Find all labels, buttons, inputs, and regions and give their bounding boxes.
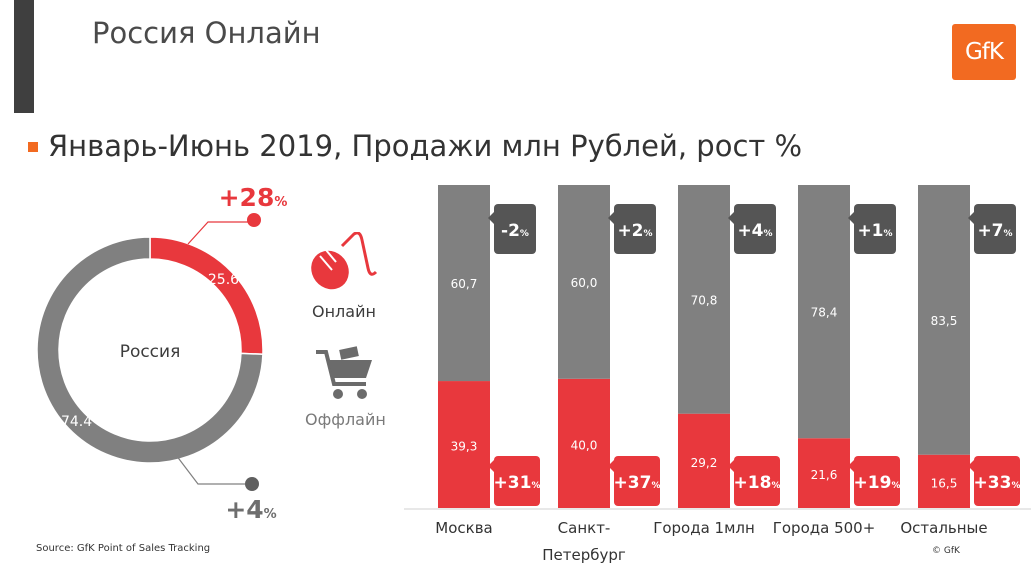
- bar-online-label-2: 29,2: [691, 456, 718, 470]
- offline-growth-2: +4%: [737, 221, 772, 241]
- legend-offline-label: Оффлайн: [305, 410, 386, 429]
- offline-growth-pointer-3: [848, 212, 854, 224]
- bar-online-4: [918, 454, 970, 508]
- source-note: Source: GfK Point of Sales Tracking: [36, 543, 211, 554]
- offline-growth-box-3: [854, 204, 896, 254]
- gfk-logo: GfK: [952, 24, 1016, 80]
- online-growth-label: +28%: [219, 183, 288, 212]
- page-title: Россия Онлайн: [92, 16, 321, 50]
- category-label-1-1: Петербург: [542, 546, 626, 564]
- bar-offline-label-4: 83,5: [931, 314, 958, 328]
- bar-offline-0: [438, 185, 490, 382]
- offline-growth-label: +4%: [225, 495, 276, 524]
- bar-online-label-1: 40,0: [571, 438, 598, 452]
- donut-slice-online: [149, 236, 264, 356]
- bar-online-3: [798, 438, 850, 508]
- category-label-4: Остальные: [900, 519, 987, 537]
- online-growth-box-0: [494, 456, 540, 506]
- offline-growth-0: -2%: [501, 221, 529, 241]
- offline-growth-box-4: [974, 204, 1016, 254]
- online-growth-box-4: [974, 456, 1020, 506]
- bar-offline-2: [678, 185, 730, 414]
- offline-callout-line: [175, 454, 245, 485]
- offline-growth-pointer-2: [728, 212, 734, 224]
- bar-online-label-4: 16,5: [931, 476, 958, 490]
- shopping-cart-icon: [316, 346, 372, 399]
- bar-online-label-3: 21,6: [811, 468, 838, 482]
- donut-center-label: Россия: [120, 342, 181, 362]
- donut-label-offline: 74.4: [61, 414, 92, 430]
- bullet-marker: [28, 142, 38, 152]
- bar-offline-1: [558, 185, 610, 379]
- online-growth-1: +37%: [614, 473, 661, 493]
- offline-growth-pointer-0: [488, 212, 494, 224]
- offline-growth-box-0: [494, 204, 536, 254]
- category-label-2: Города 1млн: [653, 519, 755, 537]
- offline-callout-dot: [245, 477, 259, 491]
- online-callout-line: [187, 221, 254, 245]
- online-growth-3: +19%: [854, 473, 901, 493]
- online-growth-4: +33%: [974, 473, 1021, 493]
- legend-online-label: Онлайн: [312, 302, 376, 321]
- offline-growth-pointer-4: [968, 212, 974, 224]
- offline-growth-pointer-1: [608, 212, 614, 224]
- online-growth-box-1: [614, 456, 660, 506]
- donut-label-online: 25.6: [208, 272, 239, 288]
- offline-growth-4: +7%: [977, 221, 1012, 241]
- donut-slice-offline: [36, 236, 264, 464]
- header-accent-bar: [14, 0, 34, 113]
- mouse-icon: [311, 232, 378, 290]
- bar-offline-label-3: 78,4: [811, 306, 838, 320]
- category-label-1-0: Санкт-: [558, 519, 611, 537]
- bar-offline-label-0: 60,7: [451, 277, 478, 291]
- category-label-0: Москва: [435, 519, 492, 537]
- bar-offline-label-1: 60,0: [571, 276, 598, 290]
- online-growth-box-2: [734, 456, 780, 506]
- logo-text: GfK: [964, 39, 1004, 65]
- bar-online-0: [438, 381, 490, 508]
- bar-offline-label-2: 70,8: [691, 293, 718, 307]
- online-growth-pointer-3: [848, 460, 854, 472]
- online-growth-box-3: [854, 456, 900, 506]
- online-growth-2: +18%: [734, 473, 781, 493]
- bar-online-1: [558, 378, 610, 508]
- bar-offline-4: [918, 185, 970, 455]
- online-growth-pointer-1: [608, 460, 614, 472]
- copyright: © GfK: [932, 546, 960, 556]
- bar-online-2: [678, 413, 730, 508]
- bar-online-label-0: 39,3: [451, 440, 478, 454]
- online-callout-dot: [247, 213, 261, 227]
- bar-offline-3: [798, 185, 850, 439]
- category-label-3: Города 500+: [773, 519, 876, 537]
- online-growth-pointer-2: [728, 460, 734, 472]
- chart-subtitle: Январь-Июнь 2019, Продажи млн Рублей, ро…: [48, 129, 803, 163]
- offline-growth-1: +2%: [617, 221, 652, 241]
- offline-growth-box-1: [614, 204, 656, 254]
- online-growth-pointer-0: [488, 460, 494, 472]
- offline-growth-3: +1%: [857, 221, 892, 241]
- online-growth-0: +31%: [494, 473, 541, 493]
- offline-growth-box-2: [734, 204, 776, 254]
- online-growth-pointer-4: [968, 460, 974, 472]
